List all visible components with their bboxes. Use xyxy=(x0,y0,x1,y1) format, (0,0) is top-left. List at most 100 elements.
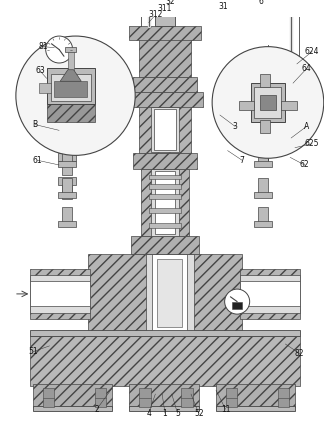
Bar xyxy=(155,171,175,234)
Bar xyxy=(43,388,54,408)
Bar xyxy=(232,301,242,309)
Text: 5: 5 xyxy=(175,409,180,418)
Bar xyxy=(141,169,189,236)
Bar xyxy=(254,221,272,226)
Text: 625: 625 xyxy=(305,139,319,148)
Polygon shape xyxy=(60,70,81,81)
Bar xyxy=(129,27,201,40)
Bar xyxy=(254,161,272,167)
Bar xyxy=(152,254,187,330)
Text: 624: 624 xyxy=(305,47,319,56)
Text: 11: 11 xyxy=(221,405,230,414)
Bar xyxy=(54,81,87,97)
Bar xyxy=(88,254,242,330)
Bar xyxy=(260,74,270,87)
Bar xyxy=(30,269,90,319)
Bar xyxy=(278,388,289,408)
Bar xyxy=(58,192,76,198)
Bar xyxy=(133,154,197,169)
Text: 3: 3 xyxy=(233,122,238,131)
Bar xyxy=(30,336,300,386)
Text: 63: 63 xyxy=(35,66,45,75)
Text: 312: 312 xyxy=(148,10,163,20)
Bar xyxy=(58,178,76,185)
Text: 81: 81 xyxy=(38,42,48,51)
Bar xyxy=(62,157,72,174)
Bar xyxy=(226,388,237,408)
Bar xyxy=(95,388,106,408)
Bar xyxy=(65,47,77,52)
Bar xyxy=(62,133,72,151)
Bar xyxy=(47,68,95,104)
Bar xyxy=(30,330,300,336)
Bar xyxy=(62,148,72,165)
Bar xyxy=(62,207,72,225)
Bar xyxy=(148,174,182,179)
Bar xyxy=(133,77,197,92)
Bar xyxy=(216,385,295,408)
Bar xyxy=(33,405,112,411)
Text: 1: 1 xyxy=(163,409,167,418)
Text: 7: 7 xyxy=(240,156,245,165)
Text: 52: 52 xyxy=(194,409,204,418)
Bar xyxy=(62,181,72,198)
Circle shape xyxy=(225,289,250,314)
Bar xyxy=(148,194,182,198)
Bar xyxy=(216,405,295,411)
Text: 64: 64 xyxy=(302,64,311,73)
Bar xyxy=(30,275,90,313)
Bar xyxy=(68,51,74,70)
Bar xyxy=(154,109,176,150)
Text: 61: 61 xyxy=(32,156,42,165)
Text: 62: 62 xyxy=(300,160,309,170)
Text: B: B xyxy=(33,120,38,129)
Bar xyxy=(58,221,76,226)
Bar xyxy=(129,385,199,408)
Bar xyxy=(148,184,182,189)
Text: 2: 2 xyxy=(94,405,99,414)
Circle shape xyxy=(46,36,73,63)
Bar xyxy=(155,0,175,27)
Bar xyxy=(240,281,300,306)
Bar xyxy=(148,208,182,213)
Bar xyxy=(182,388,193,408)
Text: 82: 82 xyxy=(295,349,305,358)
Bar xyxy=(139,388,150,408)
Bar xyxy=(58,129,76,137)
Bar xyxy=(240,275,300,313)
Bar xyxy=(239,100,254,110)
Bar xyxy=(150,107,180,151)
Text: 6: 6 xyxy=(259,0,264,6)
Bar xyxy=(258,207,268,225)
Text: A: A xyxy=(304,122,309,131)
Bar xyxy=(254,87,281,118)
Bar xyxy=(254,192,272,198)
Bar xyxy=(150,169,180,236)
Text: 31: 31 xyxy=(218,2,228,11)
Bar xyxy=(281,100,297,110)
Bar xyxy=(260,95,276,110)
Bar xyxy=(139,37,191,77)
Bar xyxy=(33,385,112,408)
Bar xyxy=(62,178,72,196)
Bar xyxy=(260,120,270,133)
Circle shape xyxy=(16,36,135,155)
Bar xyxy=(258,148,268,165)
Bar xyxy=(129,405,199,411)
Bar xyxy=(47,104,95,122)
Bar xyxy=(139,105,191,154)
Bar xyxy=(240,269,300,319)
Bar xyxy=(58,154,76,161)
Bar xyxy=(148,223,182,227)
Circle shape xyxy=(212,47,324,158)
Bar xyxy=(58,161,76,167)
Text: 4: 4 xyxy=(146,409,151,418)
Bar xyxy=(157,259,182,327)
Bar xyxy=(30,281,90,306)
Text: 311: 311 xyxy=(158,4,172,13)
Text: 32: 32 xyxy=(165,0,175,6)
Text: 51: 51 xyxy=(28,347,38,356)
Bar xyxy=(146,254,194,330)
Bar xyxy=(131,236,199,254)
Bar xyxy=(258,178,268,196)
